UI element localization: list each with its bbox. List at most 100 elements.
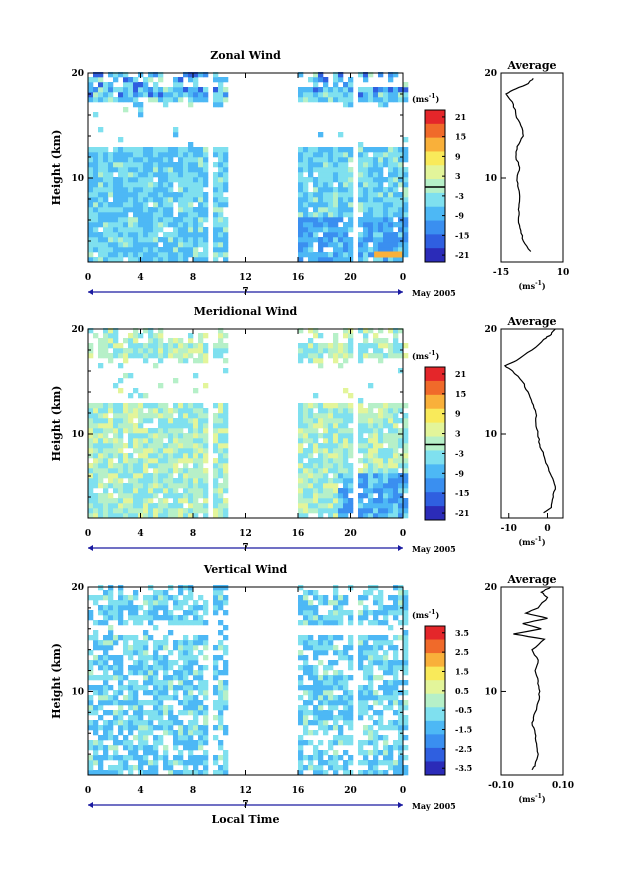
heatmap-cell [313, 252, 319, 258]
heatmap-cell [383, 650, 389, 656]
x-tick-label: 16 [292, 273, 305, 283]
heatmap-cell [188, 182, 194, 188]
heatmap-cell [153, 403, 159, 409]
heatmap-cell [318, 207, 324, 213]
heatmap-cell [218, 418, 224, 424]
heatmap-cell [153, 765, 159, 771]
heatmap-cell [348, 207, 354, 213]
heatmap-cell [168, 453, 174, 459]
heatmap-cell [88, 187, 94, 193]
heatmap-cell [323, 463, 329, 469]
heatmap-cell [343, 690, 349, 696]
heatmap-cell [148, 498, 154, 504]
heatmap-cell [98, 353, 104, 359]
heatmap-cell [198, 665, 204, 671]
heatmap-cell [298, 513, 304, 519]
heatmap-cell [403, 237, 409, 243]
heatmap-cell [118, 730, 124, 736]
heatmap-cell [213, 423, 219, 429]
heatmap-cell [188, 620, 194, 626]
heatmap-cell [358, 328, 364, 334]
heatmap-cell [333, 605, 339, 611]
heatmap-cell [103, 503, 109, 509]
heatmap-cell [118, 413, 124, 419]
heatmap-cell [173, 433, 179, 439]
heatmap-cell [178, 162, 184, 168]
heatmap-cell [113, 765, 119, 771]
heatmap-cell [143, 232, 149, 238]
heatmap-cell [148, 513, 154, 519]
heatmap-cell [128, 680, 134, 686]
heatmap-cell [183, 242, 189, 248]
heatmap-cell [108, 418, 114, 424]
heatmap-cell [378, 483, 384, 489]
heatmap-cell [403, 438, 409, 444]
heatmap-cell [148, 720, 154, 726]
heatmap-cell [103, 343, 109, 349]
heatmap-cell [343, 483, 349, 489]
heatmap-cell [123, 675, 129, 681]
heatmap-cell [323, 177, 329, 183]
heatmap-cell [193, 408, 199, 414]
heatmap-cell [143, 503, 149, 509]
heatmap-cell [303, 162, 309, 168]
heatmap-cell [143, 498, 149, 504]
x-tick-label: 20 [344, 786, 357, 796]
heatmap-cell [113, 257, 119, 263]
heatmap-cell [158, 605, 164, 611]
heatmap-cell [183, 72, 189, 78]
heatmap-cell [343, 162, 349, 168]
heatmap-cell [338, 92, 344, 98]
heatmap-cell [88, 167, 94, 173]
heatmap-cell [338, 655, 344, 661]
heatmap-cell [133, 595, 139, 601]
heatmap-cell [168, 448, 174, 454]
heatmap-cell [338, 257, 344, 263]
heatmap-cell [333, 413, 339, 419]
heatmap-cell [138, 182, 144, 188]
heatmap-cell [338, 132, 344, 138]
heatmap-cell [323, 760, 329, 766]
heatmap-cell [363, 690, 369, 696]
heatmap-cell [348, 443, 354, 449]
heatmap-cell [378, 640, 384, 646]
profile-x-label-exp: -1 [535, 793, 542, 800]
heatmap-cell [138, 172, 144, 178]
heatmap-cell [378, 167, 384, 173]
heatmap-cell [108, 625, 114, 631]
heatmap-cell [118, 488, 124, 494]
heatmap-cell [393, 685, 399, 691]
heatmap-cell [108, 222, 114, 228]
heatmap-cell [318, 92, 324, 98]
heatmap-cell [183, 453, 189, 459]
heatmap-cell [363, 665, 369, 671]
heatmap-cell [193, 172, 199, 178]
heatmap-cell [323, 620, 329, 626]
heatmap-cell [363, 232, 369, 238]
x-tick-label: 8 [190, 273, 196, 283]
heatmap-cell [98, 690, 104, 696]
heatmap-cell [133, 503, 139, 509]
heatmap-cell [303, 705, 309, 711]
heatmap-cell [133, 720, 139, 726]
heatmap-cell [403, 167, 409, 173]
heatmap-cell [383, 635, 389, 641]
heatmap-cell [163, 498, 169, 504]
heatmap-cell [188, 655, 194, 661]
heatmap-cell [218, 453, 224, 459]
heatmap-cell [178, 172, 184, 178]
heatmap-cell [168, 252, 174, 258]
heatmap-cell [178, 760, 184, 766]
heatmap-cell [323, 600, 329, 606]
heatmap-cell [143, 670, 149, 676]
heatmap-cell [113, 675, 119, 681]
heatmap-cell [303, 157, 309, 163]
heatmap-cell [183, 167, 189, 173]
heatmap-cell [183, 252, 189, 258]
heatmap-cell [158, 222, 164, 228]
heatmap-cell [393, 353, 399, 359]
heatmap-cell [183, 620, 189, 626]
heatmap-cell [133, 478, 139, 484]
heatmap-cell [213, 725, 219, 731]
heatmap-cell [128, 373, 134, 379]
